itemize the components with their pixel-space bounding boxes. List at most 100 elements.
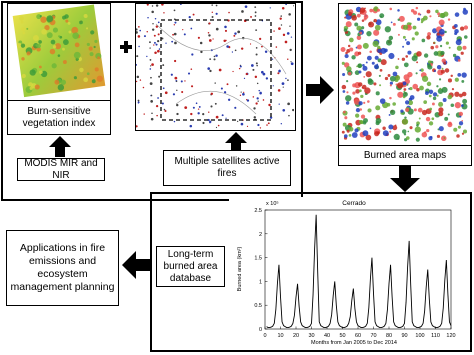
burn-dot xyxy=(393,133,400,141)
fire-dot xyxy=(278,103,280,105)
burn-dot xyxy=(428,89,434,94)
burn-dot xyxy=(436,134,441,138)
burn-dot xyxy=(457,58,461,62)
burn-dot xyxy=(454,102,461,109)
burn-dot xyxy=(424,131,427,134)
burn-dot xyxy=(389,109,396,115)
fire-dot xyxy=(240,91,242,93)
texture xyxy=(21,27,26,32)
burn-dot xyxy=(356,13,361,18)
burn-dot xyxy=(392,102,396,106)
fire-dot xyxy=(281,82,285,86)
fire-dot xyxy=(164,109,167,112)
texture xyxy=(73,51,81,59)
fire-dot xyxy=(154,17,157,20)
burn-dot xyxy=(343,134,348,138)
fire-dot xyxy=(257,123,260,127)
fire-dot xyxy=(174,41,177,45)
fire-dot xyxy=(228,11,230,14)
fire-dot xyxy=(146,55,148,58)
fire-dot xyxy=(142,86,145,89)
texture xyxy=(54,79,60,85)
arrow xyxy=(390,166,420,192)
burn-dot xyxy=(389,7,393,11)
burn-dot xyxy=(409,126,413,130)
burn-dot xyxy=(364,7,366,10)
fire-dot xyxy=(281,6,285,10)
fire-dot xyxy=(151,112,153,115)
node: MODIS MIR and NIR xyxy=(17,158,105,181)
fire-dot xyxy=(149,47,151,49)
burn-dot xyxy=(375,91,380,96)
burn-dot xyxy=(435,45,439,49)
fire-dot xyxy=(266,124,268,126)
burn-dot xyxy=(431,117,435,121)
burn-dot xyxy=(388,52,395,60)
burn-dot xyxy=(345,95,352,102)
fire-dot xyxy=(279,17,282,20)
node: Burn-sensitive vegetation index xyxy=(7,100,111,135)
burn-dot xyxy=(436,64,442,70)
burn-dot xyxy=(423,100,428,104)
arrow xyxy=(122,251,150,279)
burn-dot xyxy=(432,96,437,101)
fire-dot xyxy=(288,114,290,117)
burn-dot xyxy=(426,9,431,14)
burn-dot xyxy=(412,83,419,90)
texture xyxy=(79,67,84,73)
burn-dot xyxy=(342,90,346,93)
burn-dot xyxy=(397,18,400,21)
fire-dot xyxy=(190,27,193,30)
texture xyxy=(83,13,88,19)
burn-dot xyxy=(384,76,389,81)
fire-dot xyxy=(213,55,216,58)
fires-map xyxy=(136,4,295,129)
burn-dot xyxy=(438,78,442,81)
fire-dot xyxy=(190,85,194,88)
burn-dot xyxy=(428,94,432,98)
fire-dot xyxy=(226,83,229,86)
burn-dot xyxy=(395,65,399,70)
fire-dot xyxy=(139,79,142,81)
fire-dot xyxy=(192,13,195,16)
fire-dot xyxy=(187,72,191,75)
fire-dot xyxy=(257,100,259,102)
x-tick-label: 40 xyxy=(324,333,330,339)
fire-dot xyxy=(176,89,178,92)
texture xyxy=(62,39,69,46)
fire-dot xyxy=(277,89,281,92)
burn-dot xyxy=(369,8,373,13)
burn-dot xyxy=(436,32,440,36)
burn-dot xyxy=(379,68,383,72)
texture xyxy=(22,31,26,35)
texture xyxy=(40,16,47,23)
burn-dot xyxy=(388,124,394,130)
texture xyxy=(50,39,56,45)
fire-dot xyxy=(226,45,229,48)
burn-dot xyxy=(346,129,350,133)
fire-dot xyxy=(163,108,166,111)
burn-dot xyxy=(412,25,417,30)
burn-dot xyxy=(361,26,365,30)
burn-dot xyxy=(458,93,463,98)
burn-dot xyxy=(419,69,422,72)
burn-dot xyxy=(425,116,431,122)
texture xyxy=(96,75,103,82)
fire-dot xyxy=(290,61,292,63)
burn-dot xyxy=(367,100,370,103)
burn-dot xyxy=(427,63,432,68)
fire-dot xyxy=(287,102,290,106)
burn-dot xyxy=(362,130,369,137)
node: Multiple satellites active fires xyxy=(163,150,291,186)
fire-dot xyxy=(256,82,259,85)
fire-dot xyxy=(234,32,237,35)
burn-dot xyxy=(401,118,409,125)
burn-dot xyxy=(407,130,410,133)
burn-dot xyxy=(423,53,429,58)
fire-dot xyxy=(149,68,152,70)
burn-dot xyxy=(459,115,462,118)
fire-dot xyxy=(232,70,234,73)
burn-dot xyxy=(414,31,419,36)
burn-dot xyxy=(402,24,409,30)
fire-dot xyxy=(209,121,211,124)
